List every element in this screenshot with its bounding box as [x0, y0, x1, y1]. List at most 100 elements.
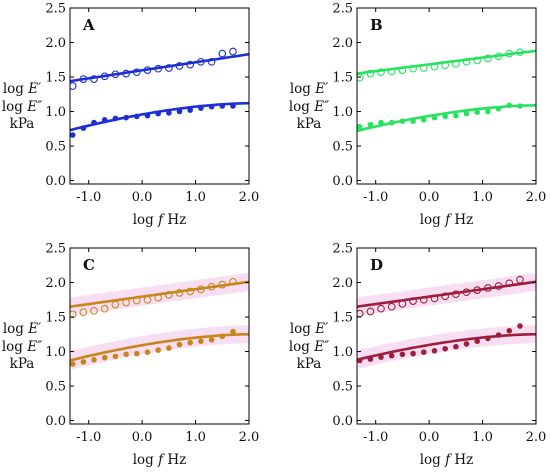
x-tick-label: 2.0: [526, 190, 547, 205]
loss-modulus-point: [485, 108, 491, 115]
loss-modulus-point: [91, 119, 97, 126]
storage-modulus-point: [143, 295, 152, 304]
loss-modulus-fit-line: [70, 333, 249, 362]
storage-modulus-point: [207, 282, 216, 291]
y-axis-label: log E′: [3, 321, 41, 337]
y-tick-label: 2.5: [332, 242, 353, 257]
loss-modulus-point: [431, 348, 438, 354]
loss-modulus-point: [208, 337, 215, 343]
loss-modulus-point: [198, 105, 204, 111]
storage-modulus-point: [462, 57, 471, 66]
loss-modulus-point: [219, 333, 226, 340]
storage-modulus-point: [473, 56, 482, 65]
y-tick-label: 2.0: [332, 276, 353, 291]
plot-frame: [69, 7, 250, 185]
loss-modulus-point: [134, 113, 140, 120]
storage-modulus-point: [165, 291, 173, 299]
x-tick-label: 2.0: [239, 430, 260, 445]
y-tick-label: 1.5: [332, 311, 353, 326]
loss-modulus-point: [123, 351, 129, 358]
storage-modulus-point: [165, 64, 173, 72]
storage-modulus-point: [366, 307, 375, 316]
y-axis-label: log E′: [290, 81, 328, 97]
storage-modulus-point: [186, 287, 195, 296]
y-tick-label: 2.5: [332, 2, 353, 17]
y-axis-label: kPa: [297, 356, 322, 372]
loss-modulus-point: [463, 341, 470, 347]
x-tick-label: -1.0: [76, 190, 101, 205]
y-axis-label: log E″: [289, 99, 329, 115]
storage-modulus-point: [473, 286, 482, 294]
loss-modulus-point: [399, 118, 406, 124]
y-tick-label: 2.0: [45, 36, 66, 51]
x-tick-label: -1.0: [363, 190, 388, 205]
y-tick-label: 1.0: [45, 345, 66, 360]
plot-area: [357, 48, 536, 133]
loss-modulus-point: [166, 110, 172, 116]
x-axis-label: log f Hz: [420, 452, 474, 468]
storage-modulus-point: [484, 54, 492, 63]
loss-modulus-point: [144, 112, 151, 119]
loss-modulus-point: [495, 332, 502, 338]
loss-modulus-point: [463, 110, 470, 117]
loss-modulus-point: [134, 350, 140, 357]
loss-modulus-point: [166, 345, 172, 351]
loss-modulus-point: [367, 121, 374, 128]
plot-frame: [356, 247, 537, 425]
storage-modulus-point: [175, 62, 184, 70]
storage-modulus-point: [398, 66, 407, 74]
loss-modulus-fit-line: [357, 333, 536, 362]
storage-modulus-point: [430, 294, 439, 303]
storage-modulus-point: [100, 304, 109, 313]
y-tick-label: 1.0: [332, 345, 353, 360]
plot-area: [357, 272, 536, 369]
storage-modulus-fit-line: [70, 52, 249, 83]
x-axis-label: log f Hz: [133, 212, 187, 228]
storage-modulus-point: [70, 82, 77, 90]
loss-modulus-point: [70, 361, 76, 367]
plot-frame: [356, 7, 537, 185]
x-tick-label: 0.0: [132, 190, 153, 205]
panel-letter: C: [83, 256, 95, 274]
loss-modulus-point: [101, 354, 108, 361]
loss-modulus-point: [101, 117, 108, 123]
loss-modulus-point: [198, 338, 204, 345]
storage-modulus-point: [132, 68, 141, 77]
plot-area: [70, 272, 249, 370]
storage-modulus-point: [90, 306, 98, 315]
y-tick-label: 0.5: [332, 140, 353, 155]
storage-modulus-point: [90, 75, 98, 83]
x-tick-label: -1.0: [363, 430, 388, 445]
y-axis-label: kPa: [10, 116, 35, 132]
y-axis-label: log E′: [3, 81, 41, 97]
storage-modulus-point: [100, 72, 109, 81]
loss-modulus-point: [112, 115, 119, 122]
storage-modulus-point: [505, 279, 514, 288]
storage-modulus-point: [387, 302, 396, 311]
storage-modulus-point: [143, 66, 152, 74]
storage-modulus-point: [357, 73, 364, 82]
storage-modulus-point: [218, 280, 227, 289]
loss-modulus-point: [378, 354, 384, 360]
storage-modulus-point: [387, 67, 396, 76]
loss-modulus-point: [208, 103, 215, 110]
storage-modulus-point: [516, 275, 524, 284]
storage-modulus-point: [441, 61, 450, 70]
y-tick-label: 1.5: [45, 311, 66, 326]
loss-modulus-point: [517, 323, 523, 329]
y-tick-label: 0.0: [45, 414, 66, 429]
x-tick-label: 1.0: [472, 430, 493, 445]
y-tick-label: 2.0: [332, 36, 353, 51]
storage-modulus-point: [122, 69, 130, 78]
plot-frame: [69, 247, 250, 425]
storage-modulus-point: [186, 60, 195, 69]
storage-modulus-point: [409, 64, 417, 73]
loss-modulus-point: [474, 109, 481, 115]
x-tick-label: 2.0: [526, 430, 547, 445]
plot-area: [70, 47, 249, 138]
storage-modulus-point: [419, 64, 428, 72]
panel-letter: B: [370, 16, 383, 34]
